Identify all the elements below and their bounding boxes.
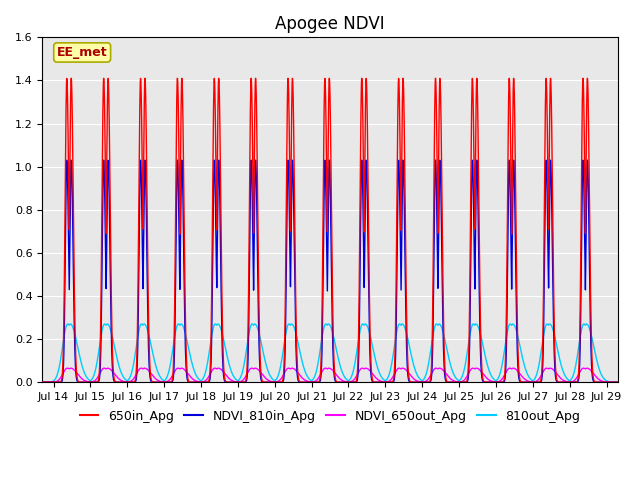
Text: EE_met: EE_met	[57, 46, 108, 59]
Title: Apogee NDVI: Apogee NDVI	[275, 15, 385, 33]
Legend: 650in_Apg, NDVI_810in_Apg, NDVI_650out_Apg, 810out_Apg: 650in_Apg, NDVI_810in_Apg, NDVI_650out_A…	[75, 405, 586, 428]
